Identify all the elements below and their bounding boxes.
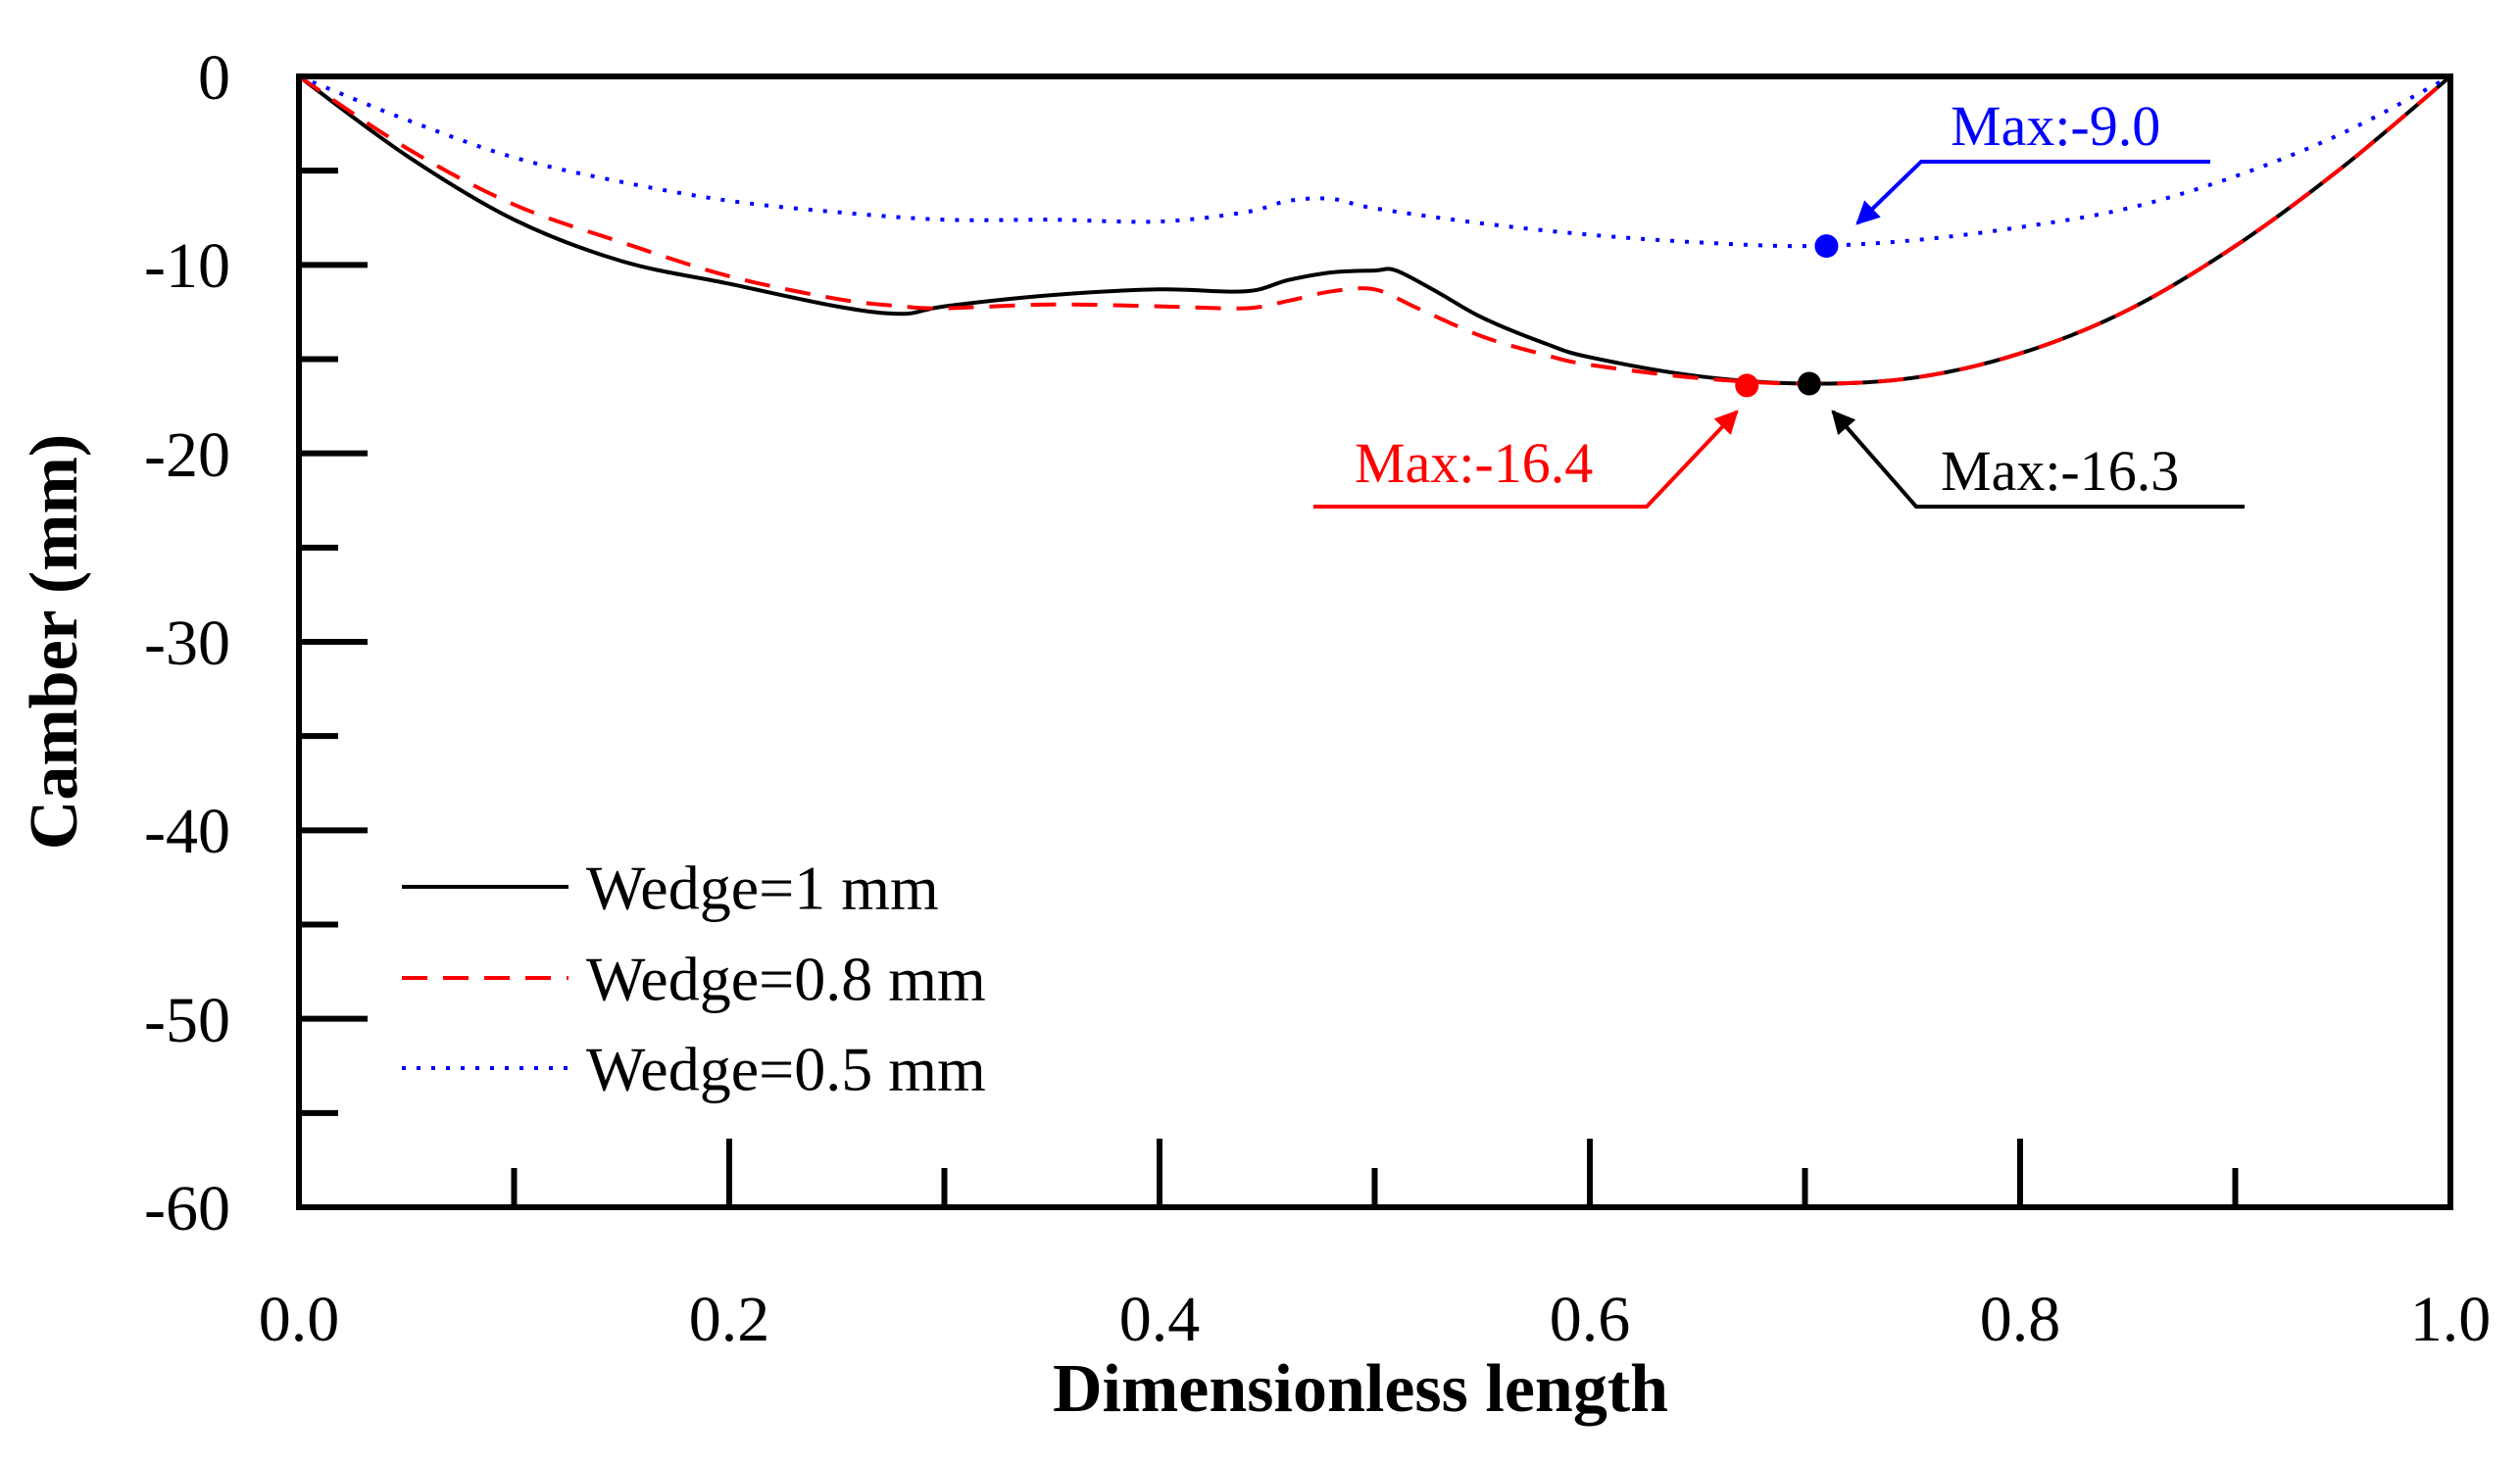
annotation-label-black: Max:-16.3 bbox=[1941, 439, 2179, 503]
y-axis-title: Camber (mm) bbox=[17, 434, 92, 850]
max-marker-1 bbox=[1735, 373, 1759, 398]
y-tick-label: 0 bbox=[198, 42, 230, 114]
legend-label-wedge-0-8: Wedge=0.8 mm bbox=[586, 944, 986, 1013]
max-marker-0 bbox=[1814, 234, 1839, 259]
x-axis-title: Dimensionless length bbox=[1053, 1351, 1668, 1427]
plot-frame bbox=[296, 73, 2453, 1210]
y-tick-label: -50 bbox=[144, 985, 230, 1056]
x-tick-label: 0.0 bbox=[259, 1284, 340, 1355]
annotation-label-red: Max:-16.4 bbox=[1355, 431, 1593, 495]
y-tick-labels: 0 -10 -20 -30 -40 -50 -60 bbox=[144, 42, 230, 1244]
x-tick-labels: 0.0 0.2 0.4 0.6 0.8 1.0 bbox=[259, 1284, 2492, 1355]
annotation-leader-blue bbox=[1855, 160, 2210, 225]
y-tick-label: -20 bbox=[144, 419, 230, 491]
series-lines bbox=[297, 74, 2452, 386]
legend-label-wedge-0-5: Wedge=0.5 mm bbox=[586, 1034, 986, 1103]
max-marker-2 bbox=[1797, 371, 1821, 396]
y-tick-label: -60 bbox=[144, 1173, 230, 1244]
x-tick-label: 1.0 bbox=[2410, 1284, 2492, 1355]
annotation-leader-black bbox=[1831, 410, 2245, 509]
x-tick-label: 0.4 bbox=[1119, 1284, 1201, 1355]
y-tick-label: -10 bbox=[144, 230, 230, 302]
y-tick-label: -40 bbox=[144, 796, 230, 867]
annotation-label-blue: Max:-9.0 bbox=[1951, 94, 2160, 158]
series-line-0 bbox=[297, 74, 2452, 386]
annotations: Max:-9.0 Max:-16.4 Max:-16.3 bbox=[1313, 94, 2245, 509]
series-line-1 bbox=[297, 74, 2452, 386]
x-tick-label: 0.2 bbox=[689, 1284, 770, 1355]
x-tick-label: 0.6 bbox=[1550, 1284, 1631, 1355]
max-markers bbox=[1735, 234, 1839, 398]
legend: Wedge=1 mm Wedge=0.8 mm Wedge=0.5 mm bbox=[402, 853, 986, 1103]
series-line-2 bbox=[298, 74, 2451, 249]
x-tick-label: 0.8 bbox=[1980, 1284, 2061, 1355]
y-tick-label: -30 bbox=[144, 608, 230, 679]
legend-label-wedge-1: Wedge=1 mm bbox=[586, 853, 939, 922]
annotation-leader-red bbox=[1313, 410, 1739, 509]
